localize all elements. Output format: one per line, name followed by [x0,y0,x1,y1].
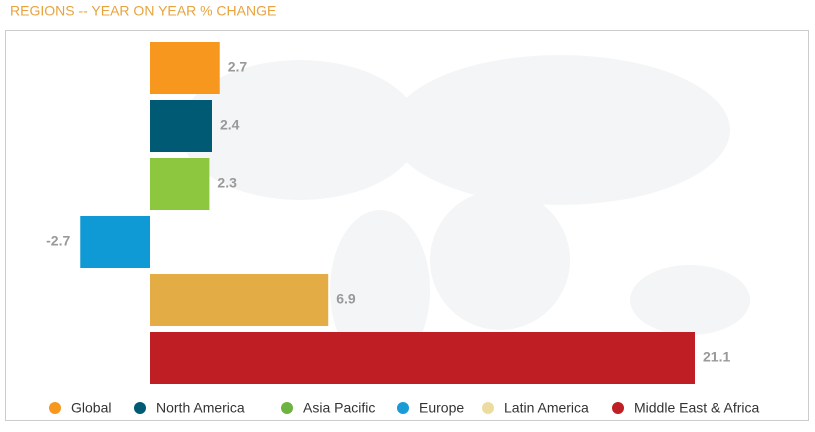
chart-title: REGIONS -- YEAR ON YEAR % CHANGE [10,3,276,19]
legend-marker [49,402,61,414]
legend-label: Global [71,400,111,416]
bar [150,332,695,384]
bar [150,274,329,326]
legend-label: North America [156,400,245,416]
chart-frame [5,30,809,421]
legend-marker [281,402,293,414]
bar [150,42,220,94]
legend-label: Latin America [504,400,589,416]
legend-label: Asia Pacific [303,400,375,416]
legend-marker [397,402,409,414]
value-label: 2.4 [220,117,240,133]
legend-marker [134,402,146,414]
legend-marker [612,402,624,414]
value-label: 6.9 [336,291,356,307]
bar [150,100,212,152]
legend-label: Middle East & Africa [634,400,759,416]
map-background [180,55,750,370]
value-label: -2.7 [46,233,70,249]
legend-label: Europe [419,400,464,416]
bar [150,158,210,210]
value-label: 2.3 [217,175,237,191]
bar [80,216,150,268]
legend-marker [482,402,494,414]
value-label: 2.7 [228,59,248,75]
value-label: 21.1 [703,349,730,365]
